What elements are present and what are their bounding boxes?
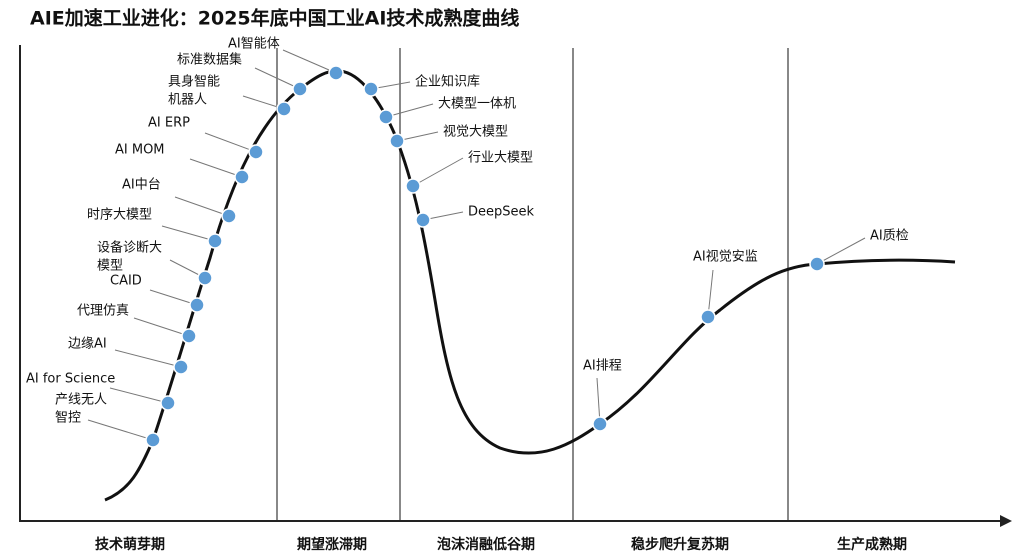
node-point [276,101,292,117]
node-label: 视觉大模型 [443,125,508,140]
node-point [378,109,394,125]
node-label: 行业大模型 [468,151,533,166]
leader-line [282,49,337,74]
node-point [592,416,608,432]
node-point [292,81,308,97]
node-label: 机器人 [168,93,207,108]
node-label: AI for Science [26,372,115,387]
node-label: 具身智能 [168,74,220,90]
node-label: AI排程 [583,359,622,374]
leader-line [385,103,434,118]
leader-line [161,225,216,242]
node-label: 产线无人 [55,393,107,408]
node-point [181,328,197,344]
node-point [160,395,176,411]
hype-curve [104,69,956,502]
leader-line [133,317,190,337]
node-point [328,65,344,81]
node-point [145,432,161,448]
leader-line [114,349,182,368]
node-label: 边缘AI [68,337,107,352]
node-point [700,309,716,325]
node-point [197,270,213,286]
node-label: 标准数据集 [177,52,242,68]
phase-label: 期望涨滞期 [297,536,367,553]
node-point [389,133,405,149]
node-label: 时序大模型 [87,208,152,223]
node-label: 大模型一体机 [438,97,516,112]
node-label: AI视觉安监 [693,250,758,265]
title: AIE加速工业进化：2025年底中国工业AI技术成熟度曲线 [30,7,519,30]
node-label: AI中台 [122,178,161,193]
leader-line [109,387,169,404]
leader-line [707,269,714,318]
leader-line [412,157,464,187]
node-point [189,297,205,313]
node-label: 企业知识库 [415,74,480,90]
node-point [248,144,264,160]
phase-label: 稳步爬升复苏期 [631,536,729,553]
leader-line [816,237,866,265]
node-label: AI ERP [148,116,190,131]
node-point [809,256,825,272]
node-point [405,178,421,194]
leader-line [189,158,243,178]
node-label: 模型 [97,259,123,274]
node-point [363,81,379,97]
leader-line [254,67,301,90]
node-label: 智控 [55,411,81,426]
node-point [207,233,223,249]
node-label: 设备诊断大 [97,240,162,256]
node-point [415,212,431,228]
node-label: AI MOM [115,143,165,158]
phase-label: 生产成熟期 [837,536,907,553]
axis-arrow [1000,515,1012,527]
node-point [234,169,250,185]
node-label: AI质检 [870,229,909,244]
leader-line [204,132,257,153]
leader-line [149,289,198,306]
node-label: CAID [110,274,142,289]
phase-label: 泡沫消融低谷期 [437,536,535,553]
leader-line [174,196,230,217]
node-label: AI智能体 [228,37,280,52]
node-label: 代理仿真 [77,304,129,319]
node-point [173,359,189,375]
node-label: DeepSeek [468,205,535,220]
phase-label: 技术萌芽期 [95,536,165,553]
phase-dividers [276,48,789,520]
leader-line [87,419,154,441]
node-point [221,208,237,224]
